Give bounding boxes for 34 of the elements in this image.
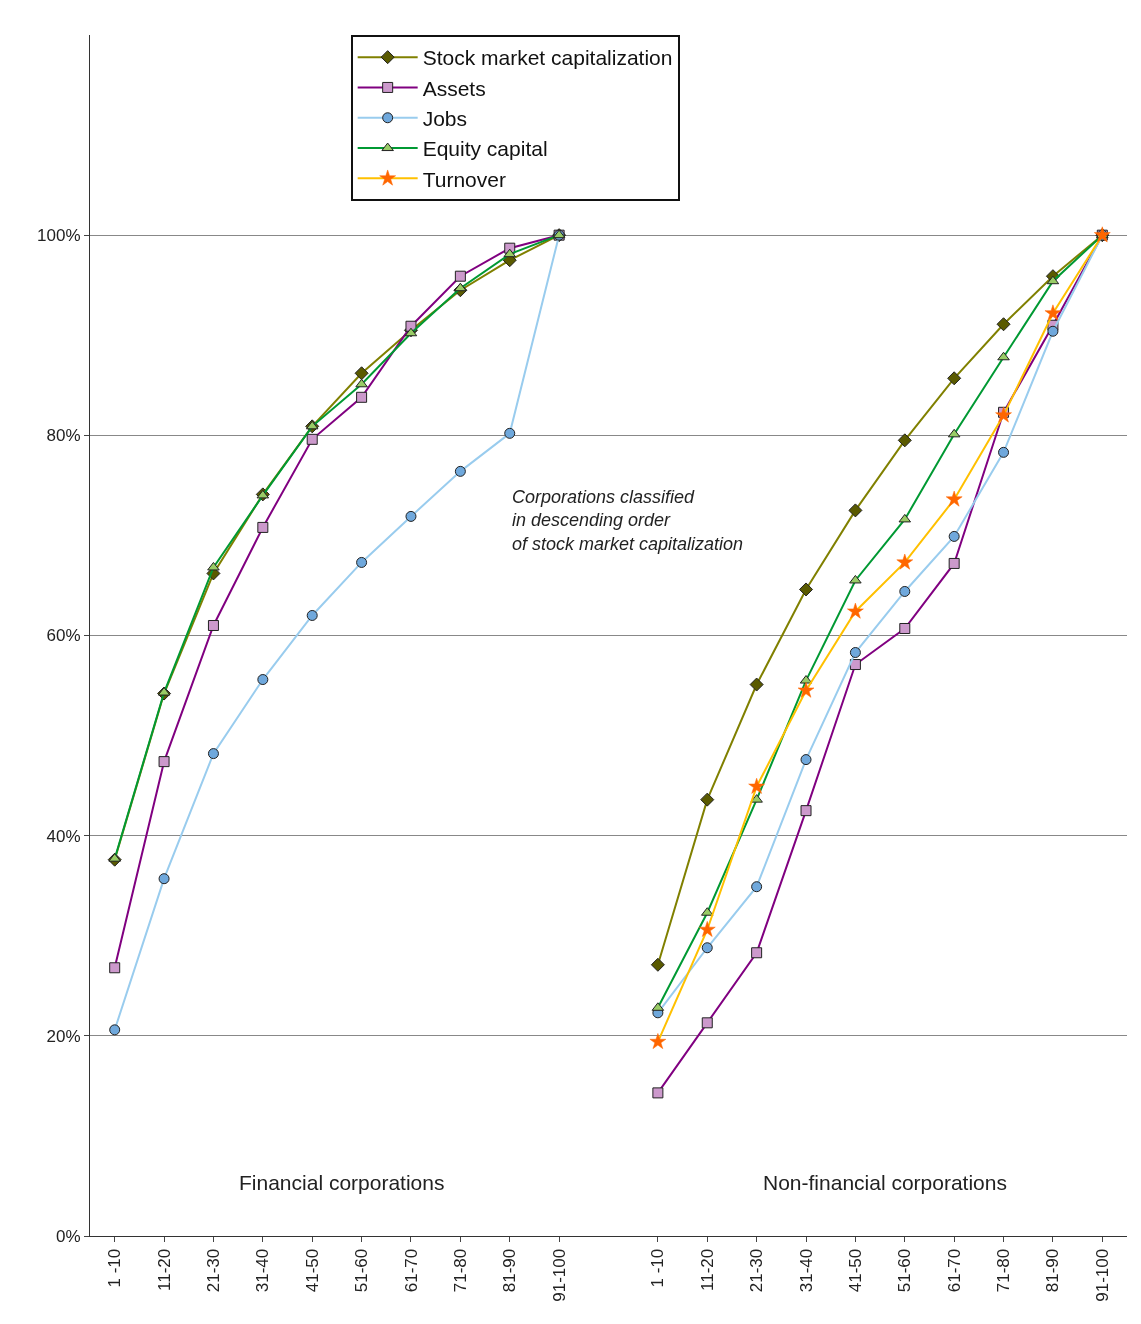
x-tick-label: 1 -10 [105,1248,125,1288]
y-tick-label: 60% [46,626,81,646]
x-tick-label: 71-80 [994,1248,1014,1293]
x-tick-label: 21-30 [203,1248,223,1293]
x-tick-label: 81-90 [500,1248,520,1293]
x-tick-label: 51-60 [352,1248,372,1293]
y-tick-label: 0% [56,1226,81,1246]
x-tick-label: 31-40 [796,1248,816,1293]
legend-label: Assets [422,76,486,100]
legend-label: Jobs [422,106,468,130]
x-tick-label: 31-40 [253,1248,273,1293]
x-tick-label: 41-50 [845,1248,865,1293]
y-tick-label: 40% [46,826,81,846]
y-tick-label: 20% [46,1026,81,1046]
y-tick-label: 100% [37,226,81,246]
annotation: Non-financial corporations [763,1171,1007,1194]
x-tick-label: 61-70 [401,1248,421,1293]
legend-label: Stock market capitalization [422,46,673,70]
annotation: Corporations classified in descending order of stock market capitalization [512,487,744,554]
annotation: Financial corporations [239,1171,445,1194]
x-tick-label: 51-60 [895,1248,915,1293]
x-tick-label: 91-100 [1092,1248,1112,1302]
legend-label: Turnover [422,167,506,191]
x-tick-label: 41-50 [302,1248,322,1293]
x-tick-label: 81-90 [1043,1248,1063,1293]
x-tick-label: 91-100 [549,1248,569,1302]
x-tick-label: 21-30 [747,1248,767,1293]
x-tick-label: 11-20 [697,1248,717,1292]
legend-label: Equity capital [422,137,548,161]
x-tick-label: 1 -10 [648,1248,668,1288]
x-tick-label: 11-20 [154,1248,174,1292]
y-tick-label: 80% [46,426,81,446]
x-tick-label: 71-80 [450,1248,470,1293]
x-tick-label: 61-70 [944,1248,964,1293]
